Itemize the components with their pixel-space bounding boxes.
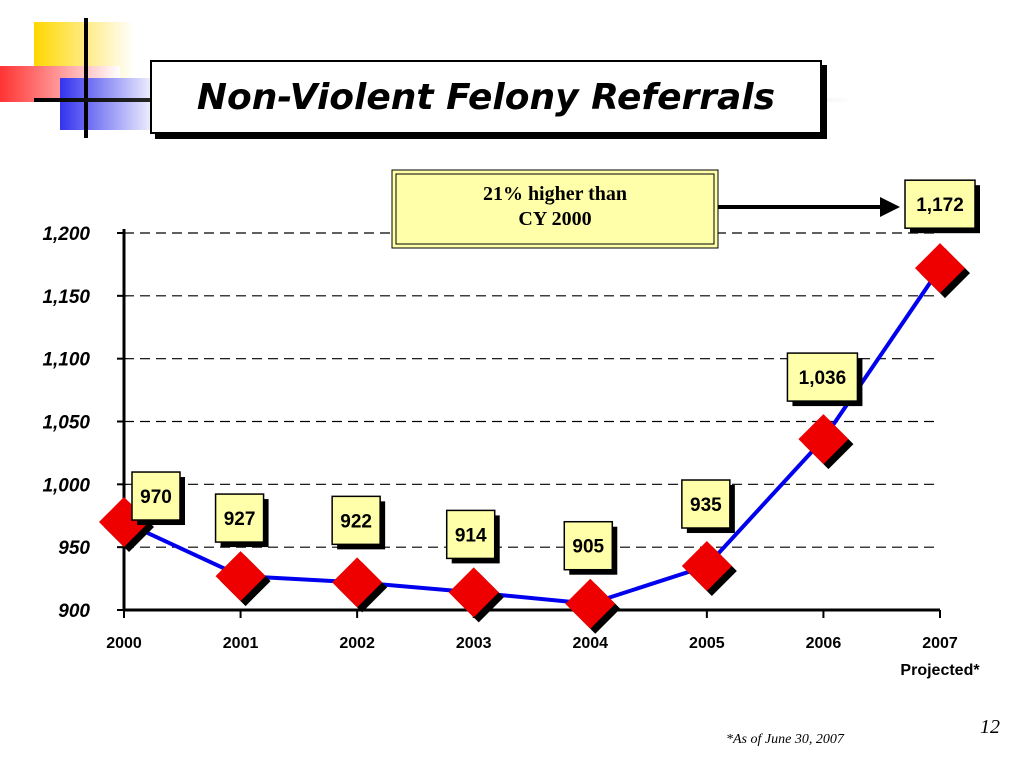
data-label: 935 (690, 495, 722, 516)
data-point (565, 578, 616, 629)
vertical-rule (84, 18, 88, 138)
data-label: 922 (340, 511, 372, 532)
x-tick-label: 2000 (106, 635, 142, 652)
data-label-box (214, 493, 265, 543)
data-label-box (563, 520, 614, 571)
data-label: 970 (140, 487, 172, 508)
data-label-box (445, 509, 496, 560)
callout-arrow-head (880, 197, 900, 217)
data-point (215, 551, 266, 602)
x-tick-label: 2001 (223, 635, 259, 652)
x-tick-label: 2002 (339, 635, 375, 652)
footnote: *As of June 30, 2007 (726, 732, 844, 747)
data-label: 914 (455, 525, 487, 546)
data-label-box (681, 479, 731, 529)
title-box: Non-Violent Felony Referrals (150, 60, 822, 134)
x-tick-sublabel: Projected* (900, 662, 980, 679)
page-number: 12 (980, 716, 1000, 738)
data-point (681, 541, 732, 592)
callout-text: 21% higher than (483, 183, 627, 205)
callout-box (391, 169, 719, 249)
y-tick-label: 1,150 (42, 287, 90, 308)
callout-text: CY 2000 (518, 208, 591, 230)
data-label-box (904, 179, 976, 229)
data-point (332, 557, 383, 608)
data-label: 905 (572, 537, 604, 558)
data-point (915, 243, 965, 294)
data-point (798, 414, 849, 465)
y-tick-label: 900 (58, 601, 90, 622)
y-tick-label: 1,200 (42, 224, 90, 245)
slide-title: Non-Violent Felony Referrals (196, 76, 776, 118)
y-tick-label: 950 (58, 538, 90, 559)
y-tick-label: 1,000 (42, 475, 90, 496)
data-point (448, 567, 499, 618)
data-label-box (131, 471, 181, 521)
data-label: 1,172 (916, 195, 964, 216)
y-tick-label: 1,100 (42, 350, 90, 371)
y-tick-label: 1,050 (42, 413, 90, 434)
x-tick-label: 2007 (922, 635, 958, 652)
x-tick-label: 2006 (806, 635, 842, 652)
callout-inner-border (395, 173, 715, 245)
x-tick-label: 2004 (572, 635, 608, 652)
x-tick-label: 2003 (456, 635, 492, 652)
blue-square (60, 78, 160, 130)
data-label-box (786, 352, 859, 402)
data-label: 1,036 (799, 368, 847, 389)
data-label-box (331, 495, 381, 546)
x-tick-label: 2005 (689, 635, 725, 652)
data-label: 927 (224, 509, 256, 530)
